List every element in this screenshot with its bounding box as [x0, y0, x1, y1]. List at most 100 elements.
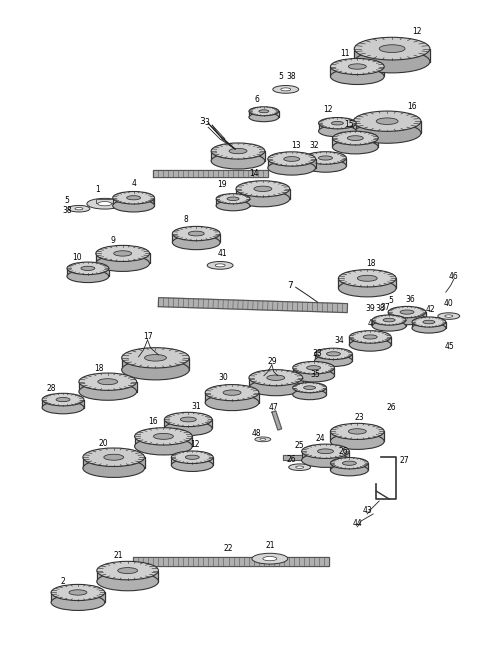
Ellipse shape	[229, 148, 247, 154]
Text: 15: 15	[345, 120, 354, 128]
Ellipse shape	[79, 373, 137, 390]
Ellipse shape	[326, 352, 340, 356]
Ellipse shape	[268, 152, 315, 166]
Ellipse shape	[122, 348, 189, 368]
Polygon shape	[113, 198, 155, 206]
Ellipse shape	[249, 113, 279, 122]
Text: 13: 13	[291, 141, 300, 149]
Text: 8: 8	[184, 215, 189, 224]
Polygon shape	[293, 367, 335, 376]
Ellipse shape	[293, 362, 335, 374]
Ellipse shape	[216, 194, 250, 204]
Text: 4: 4	[368, 318, 372, 328]
Polygon shape	[305, 158, 347, 166]
Ellipse shape	[96, 246, 150, 261]
Text: 30: 30	[218, 373, 228, 383]
Ellipse shape	[383, 318, 395, 322]
Ellipse shape	[296, 466, 304, 468]
Text: 25: 25	[295, 441, 304, 450]
Text: 24: 24	[316, 434, 325, 443]
Ellipse shape	[400, 310, 414, 314]
Ellipse shape	[438, 313, 460, 320]
Ellipse shape	[330, 423, 384, 440]
Ellipse shape	[171, 451, 213, 464]
Polygon shape	[372, 320, 406, 326]
Ellipse shape	[293, 369, 335, 382]
Polygon shape	[216, 198, 250, 206]
Ellipse shape	[104, 455, 124, 460]
Ellipse shape	[205, 394, 259, 411]
Ellipse shape	[249, 369, 302, 386]
Ellipse shape	[318, 449, 334, 454]
Ellipse shape	[314, 355, 352, 367]
Ellipse shape	[172, 227, 220, 240]
Ellipse shape	[113, 199, 155, 212]
Text: 39: 39	[365, 304, 375, 312]
Ellipse shape	[42, 402, 84, 414]
Ellipse shape	[333, 140, 378, 154]
Text: 16: 16	[407, 102, 417, 111]
Polygon shape	[314, 354, 352, 361]
Ellipse shape	[98, 202, 112, 206]
Text: 47: 47	[269, 403, 279, 412]
Polygon shape	[211, 151, 265, 161]
Polygon shape	[333, 138, 378, 147]
Text: 33: 33	[312, 349, 323, 358]
Polygon shape	[171, 457, 213, 465]
Ellipse shape	[83, 459, 144, 477]
Polygon shape	[83, 457, 144, 468]
Polygon shape	[249, 111, 279, 117]
Ellipse shape	[379, 45, 405, 52]
Ellipse shape	[281, 88, 291, 91]
Ellipse shape	[97, 561, 158, 580]
Text: 41: 41	[217, 249, 227, 258]
Text: 38: 38	[287, 72, 297, 81]
Ellipse shape	[354, 50, 430, 73]
Ellipse shape	[216, 200, 250, 211]
Polygon shape	[172, 234, 220, 242]
Ellipse shape	[254, 186, 272, 191]
Ellipse shape	[97, 572, 158, 591]
Ellipse shape	[293, 383, 326, 393]
Ellipse shape	[205, 384, 259, 401]
Text: 17: 17	[143, 333, 152, 341]
Polygon shape	[122, 358, 189, 370]
Ellipse shape	[122, 360, 189, 380]
Text: 10: 10	[72, 253, 82, 262]
Ellipse shape	[372, 315, 406, 325]
Text: 32: 32	[310, 141, 319, 149]
Text: 37: 37	[380, 303, 390, 312]
Ellipse shape	[330, 58, 384, 75]
Polygon shape	[165, 419, 212, 428]
Text: 23: 23	[355, 413, 364, 422]
Text: 12: 12	[412, 28, 422, 36]
Polygon shape	[301, 451, 349, 460]
Ellipse shape	[223, 390, 241, 396]
Ellipse shape	[412, 317, 446, 327]
Text: 36: 36	[405, 295, 415, 304]
Ellipse shape	[249, 107, 279, 116]
Ellipse shape	[185, 455, 199, 459]
Text: 12: 12	[191, 440, 200, 449]
Polygon shape	[97, 571, 158, 582]
Ellipse shape	[236, 191, 290, 207]
Text: 26: 26	[386, 403, 396, 412]
Polygon shape	[330, 463, 368, 470]
Polygon shape	[67, 269, 109, 276]
Ellipse shape	[260, 438, 266, 440]
Ellipse shape	[255, 437, 271, 441]
Ellipse shape	[252, 553, 288, 564]
Ellipse shape	[56, 398, 70, 402]
Polygon shape	[353, 121, 421, 133]
Ellipse shape	[342, 461, 356, 465]
Ellipse shape	[51, 584, 105, 601]
Ellipse shape	[51, 594, 105, 610]
Ellipse shape	[332, 121, 343, 125]
Ellipse shape	[211, 143, 265, 159]
Text: 5: 5	[389, 295, 394, 305]
Polygon shape	[79, 382, 137, 392]
Ellipse shape	[75, 208, 83, 210]
Text: 46: 46	[449, 272, 458, 281]
Text: 14: 14	[249, 170, 259, 178]
Ellipse shape	[338, 280, 396, 297]
